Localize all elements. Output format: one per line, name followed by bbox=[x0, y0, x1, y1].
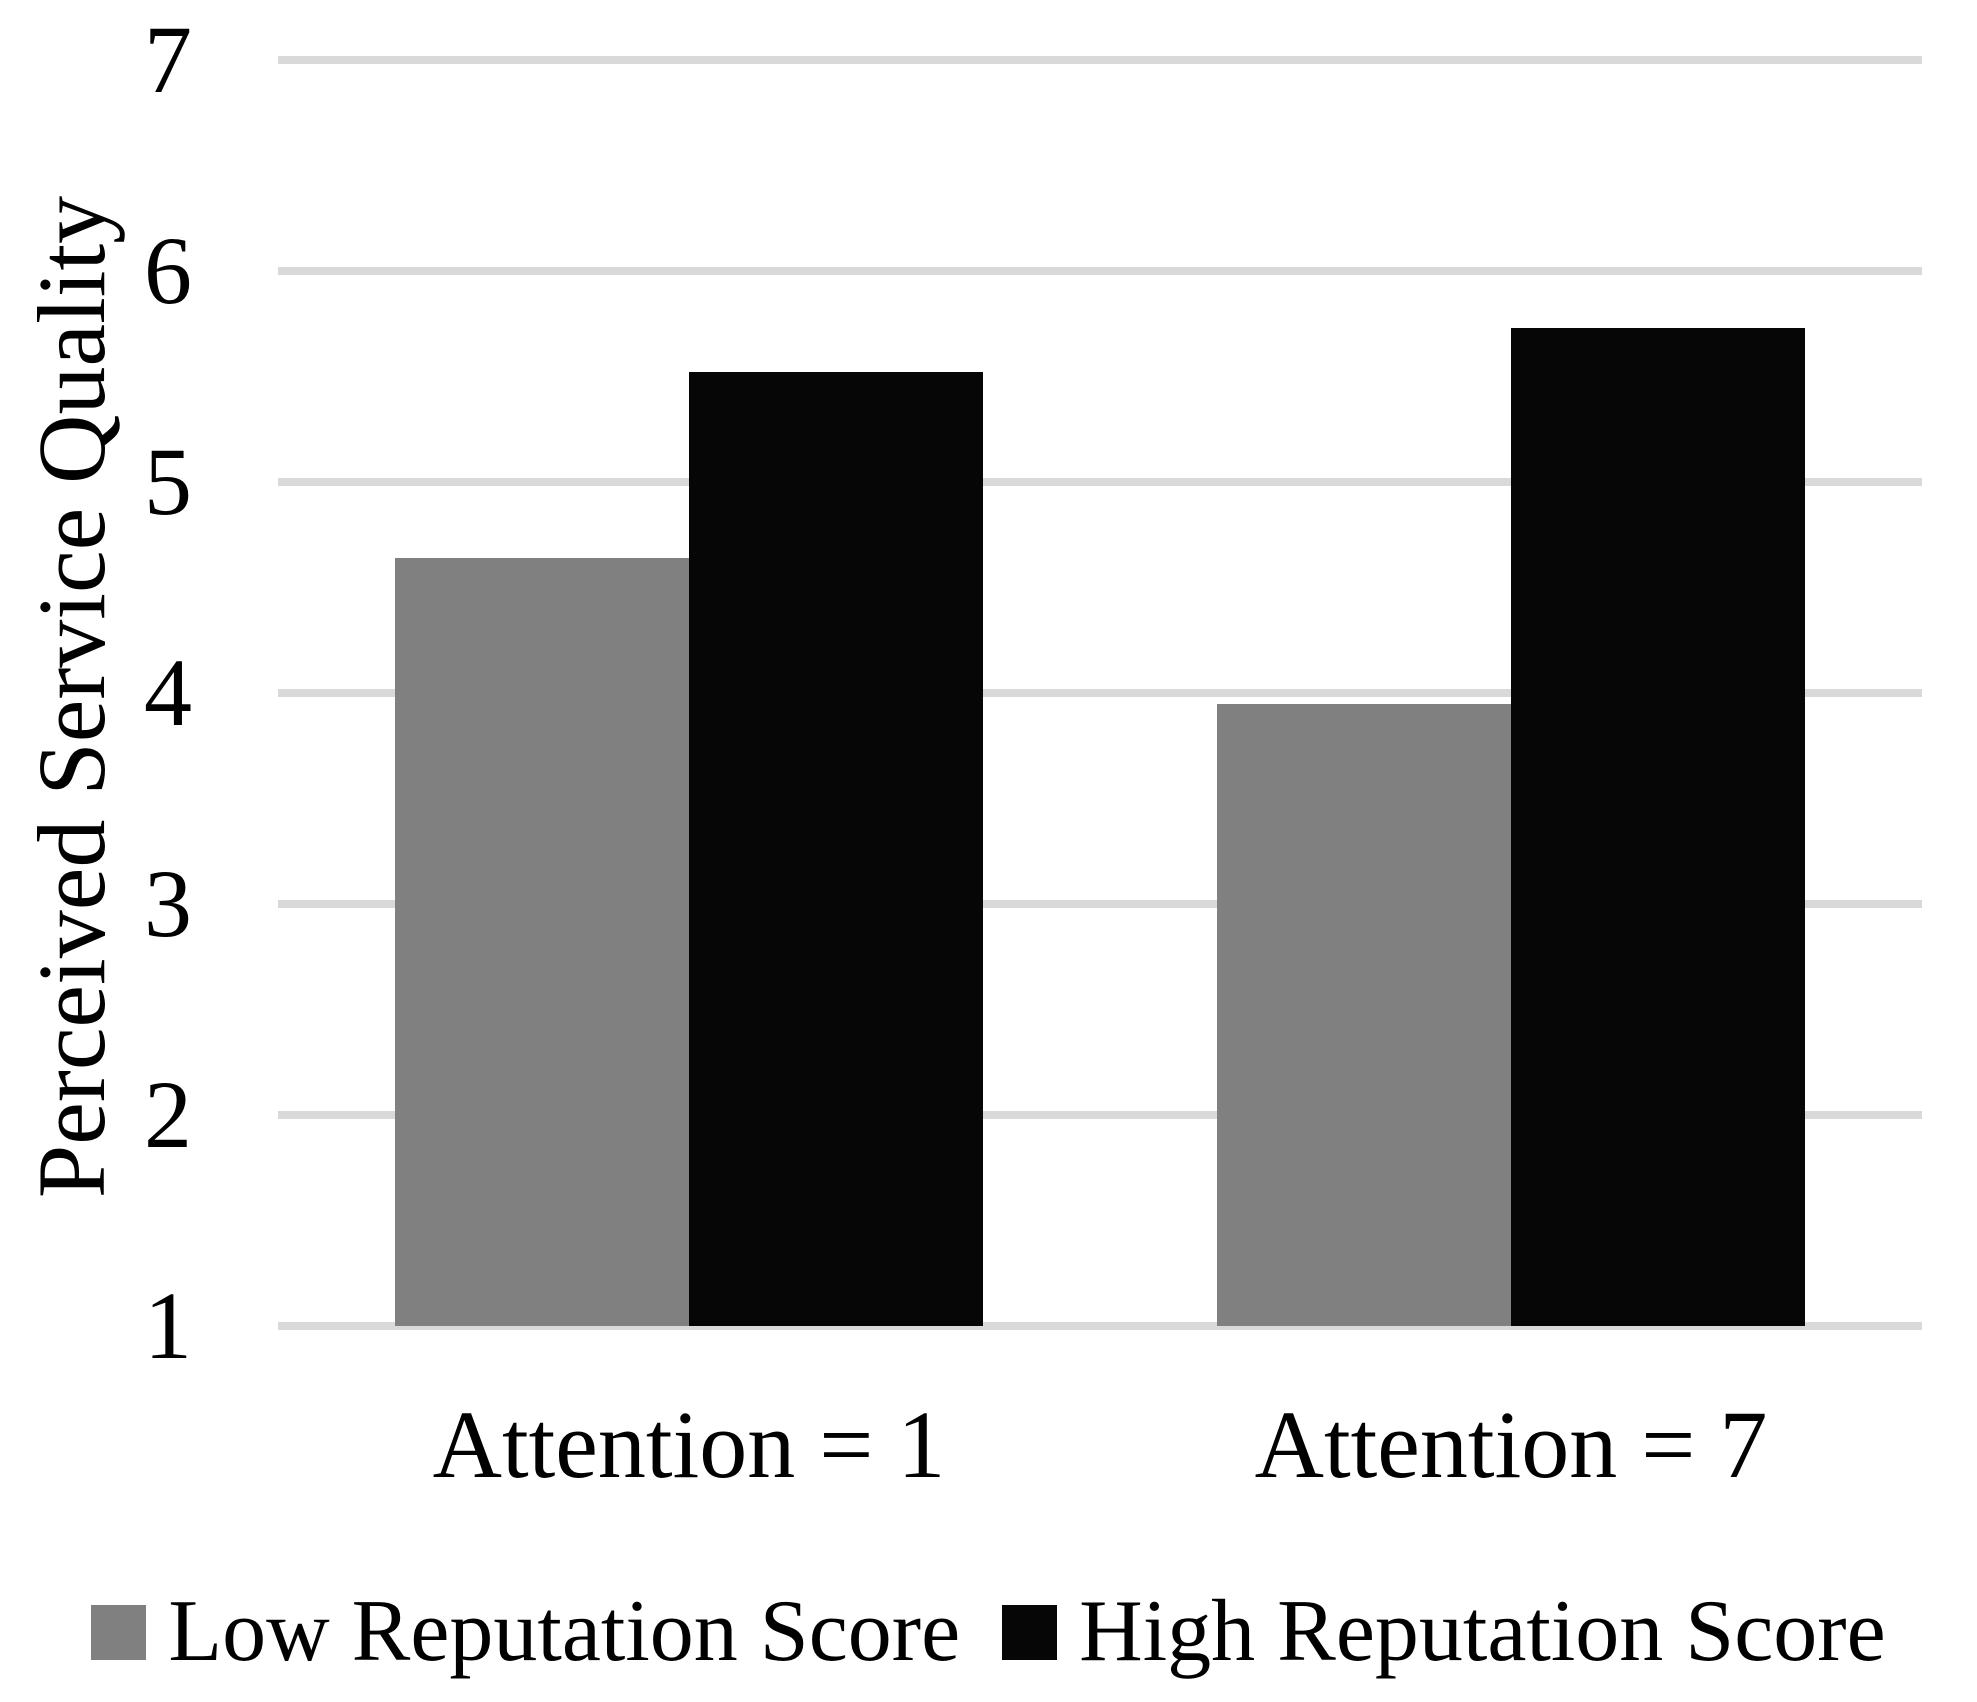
y-tick-label-6: 6 bbox=[144, 217, 192, 324]
x-category-label-attention-1: Attention = 1 bbox=[432, 1391, 946, 1498]
legend-swatch-low-reputation-score bbox=[91, 1604, 147, 1660]
gridline-y-6 bbox=[278, 267, 1922, 275]
y-tick-label-1: 1 bbox=[144, 1272, 192, 1379]
legend-item-high-reputation-score: High Reputation Score bbox=[1002, 1588, 1886, 1676]
gridline-y-3 bbox=[278, 900, 1922, 908]
plot-area bbox=[278, 56, 1922, 1330]
y-tick-label-3: 3 bbox=[144, 850, 192, 957]
legend-label-high-reputation-score: High Reputation Score bbox=[1079, 1583, 1886, 1680]
gridline-y-4 bbox=[278, 689, 1922, 697]
bar-high-reputation-score-attention-1 bbox=[689, 372, 983, 1326]
bar-low-reputation-score-attention-7 bbox=[1217, 703, 1511, 1326]
legend-swatch-high-reputation-score bbox=[1002, 1604, 1058, 1660]
y-tick-label-4: 4 bbox=[144, 639, 192, 746]
legend-label-low-reputation-score: Low Reputation Score bbox=[168, 1583, 961, 1680]
y-tick-label-7: 7 bbox=[144, 6, 192, 113]
bar-high-reputation-score-attention-7 bbox=[1511, 327, 1805, 1326]
gridline-y-5 bbox=[278, 478, 1922, 486]
gridline-y-2 bbox=[278, 1111, 1922, 1119]
gridline-y-1 bbox=[278, 1322, 1922, 1330]
bar-low-reputation-score-attention-1 bbox=[395, 557, 689, 1326]
x-category-label-attention-7: Attention = 7 bbox=[1254, 1391, 1768, 1498]
legend: Low Reputation Score High Reputation Scor… bbox=[0, 1588, 1977, 1676]
y-tick-label-2: 2 bbox=[144, 1061, 192, 1168]
gridline-y-7 bbox=[278, 56, 1922, 64]
y-tick-label-5: 5 bbox=[144, 428, 192, 535]
legend-item-low-reputation-score: Low Reputation Score bbox=[91, 1588, 960, 1676]
